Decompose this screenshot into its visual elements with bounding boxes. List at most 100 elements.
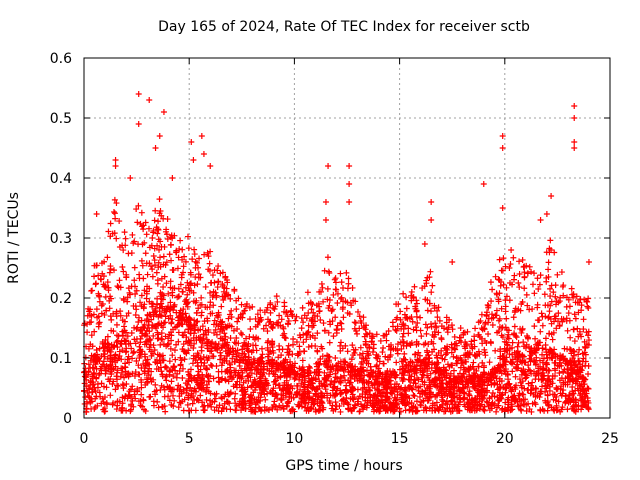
data-point xyxy=(483,376,490,383)
data-point xyxy=(428,217,435,223)
data-point xyxy=(519,299,526,306)
data-point xyxy=(441,408,448,415)
data-point xyxy=(542,397,549,404)
data-point xyxy=(542,302,549,309)
data-point xyxy=(173,341,180,348)
data-point xyxy=(551,346,558,353)
data-point xyxy=(170,363,177,370)
data-point xyxy=(555,398,562,405)
data-point xyxy=(572,315,579,322)
data-point xyxy=(170,326,177,333)
data-point xyxy=(186,287,193,294)
data-point xyxy=(484,382,491,389)
data-point xyxy=(494,381,501,388)
data-point xyxy=(187,325,194,332)
data-point xyxy=(153,387,160,394)
data-point xyxy=(146,365,153,372)
data-point xyxy=(130,240,137,247)
data-point xyxy=(439,355,446,362)
data-point xyxy=(272,303,279,310)
data-point xyxy=(233,297,240,304)
data-point xyxy=(169,316,176,323)
data-point xyxy=(157,254,164,261)
data-point xyxy=(448,322,455,329)
data-point xyxy=(195,264,202,271)
data-point xyxy=(450,353,457,360)
data-point xyxy=(520,396,527,403)
data-point xyxy=(332,370,339,377)
data-point xyxy=(291,376,298,383)
data-point xyxy=(179,246,186,253)
data-point xyxy=(154,398,161,405)
data-point xyxy=(454,374,461,381)
data-point xyxy=(418,402,425,409)
data-point xyxy=(476,405,483,412)
data-point xyxy=(383,386,390,393)
data-point xyxy=(190,157,197,163)
data-point xyxy=(119,317,126,324)
data-point xyxy=(471,372,478,379)
data-point xyxy=(125,353,132,360)
data-point xyxy=(222,377,229,384)
data-point xyxy=(585,295,592,302)
data-point xyxy=(185,315,192,322)
data-point xyxy=(123,274,130,281)
data-point xyxy=(166,371,173,378)
data-point xyxy=(269,360,276,367)
data-point xyxy=(564,406,571,413)
data-point xyxy=(571,338,578,345)
data-point xyxy=(357,318,364,325)
data-point xyxy=(93,365,100,372)
data-point xyxy=(582,393,589,400)
data-point xyxy=(572,387,579,394)
data-point xyxy=(339,345,346,352)
data-point xyxy=(194,281,201,288)
data-point xyxy=(424,368,431,375)
data-point xyxy=(506,381,513,388)
data-point xyxy=(512,386,519,393)
data-point xyxy=(472,353,479,360)
data-point xyxy=(178,271,185,278)
data-point xyxy=(479,376,486,383)
data-point xyxy=(534,301,541,308)
data-point xyxy=(465,366,472,373)
data-point xyxy=(172,356,179,363)
data-point xyxy=(306,363,313,370)
data-point xyxy=(201,318,208,325)
data-point xyxy=(277,360,284,367)
data-point xyxy=(184,291,191,298)
data-point xyxy=(194,396,201,403)
data-point xyxy=(98,380,105,387)
data-point xyxy=(332,354,339,361)
data-point xyxy=(488,393,495,400)
data-point xyxy=(582,351,589,358)
x-tick-label: 10 xyxy=(285,431,303,447)
data-point xyxy=(363,367,370,374)
data-point xyxy=(242,405,249,412)
data-point xyxy=(423,347,430,354)
data-point xyxy=(493,312,500,319)
data-point xyxy=(128,250,135,257)
data-point xyxy=(508,247,515,253)
data-point xyxy=(346,199,353,205)
data-point xyxy=(289,351,296,358)
data-point xyxy=(492,273,499,280)
data-point xyxy=(551,249,558,256)
y-tick-label: 0.6 xyxy=(50,51,72,67)
data-point xyxy=(194,318,201,325)
data-point xyxy=(309,301,316,308)
data-point xyxy=(186,280,193,287)
data-point xyxy=(565,310,572,317)
data-point xyxy=(300,391,307,398)
data-point xyxy=(91,405,98,412)
data-point xyxy=(144,356,151,363)
data-point xyxy=(138,364,145,371)
data-point xyxy=(233,407,240,414)
data-point xyxy=(558,362,565,369)
data-point xyxy=(364,350,371,357)
data-point xyxy=(573,397,580,404)
data-point xyxy=(519,256,526,263)
data-point xyxy=(434,405,441,412)
data-point xyxy=(444,350,451,357)
data-point xyxy=(140,226,147,233)
